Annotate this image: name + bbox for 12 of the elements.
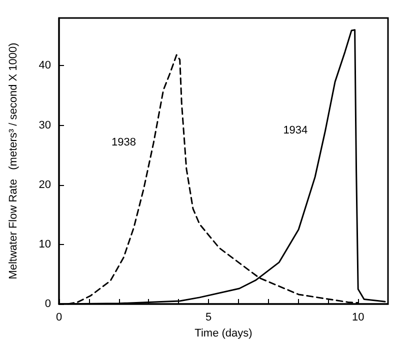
y-tick-label: 10 bbox=[38, 238, 51, 250]
series-label: 1934 bbox=[283, 124, 308, 137]
y-tick-label: 0 bbox=[44, 298, 51, 310]
y-axis-title: Meltwater Flow Rate (meters³ / second X 1000) bbox=[8, 42, 20, 280]
x-tick-label: 0 bbox=[56, 312, 62, 324]
y-tick-label: 40 bbox=[38, 60, 51, 72]
y-tick-label: 20 bbox=[38, 178, 51, 191]
x-tick-label: 5 bbox=[205, 312, 212, 324]
series-label: 1938 bbox=[112, 136, 136, 149]
y-tick-label: 30 bbox=[38, 119, 51, 132]
x-tick-label: 10 bbox=[352, 312, 364, 324]
x-axis-title: Time (days) bbox=[194, 328, 252, 340]
